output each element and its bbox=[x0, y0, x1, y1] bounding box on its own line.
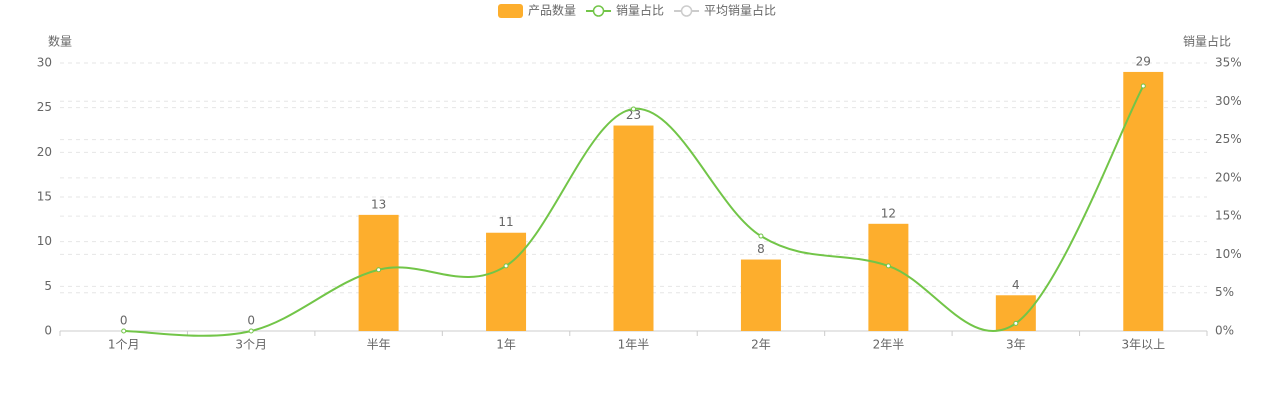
line-point bbox=[758, 233, 764, 239]
bar bbox=[358, 214, 399, 331]
line-point bbox=[121, 328, 127, 334]
bar-value-label: 0 bbox=[247, 314, 255, 328]
bar bbox=[1123, 71, 1164, 331]
legend-item[interactable]: 销量占比 bbox=[586, 3, 664, 18]
y2-tick-label: 5% bbox=[1215, 285, 1234, 299]
y2-tick-label: 10% bbox=[1215, 247, 1242, 261]
bar-value-label: 8 bbox=[757, 242, 765, 256]
x-tick-label: 2年半 bbox=[873, 338, 905, 352]
line-point bbox=[376, 267, 382, 273]
y2-tick-label: 35% bbox=[1215, 56, 1242, 70]
y-tick-label: 10 bbox=[37, 234, 52, 248]
x-tick-label: 1年半 bbox=[618, 338, 650, 352]
legend-item[interactable]: 平均销量占比 bbox=[674, 3, 776, 18]
bar bbox=[868, 223, 909, 331]
line-point bbox=[248, 328, 254, 334]
bar bbox=[486, 232, 527, 331]
legend-label: 销量占比 bbox=[616, 3, 664, 18]
legend-swatch bbox=[680, 5, 693, 17]
y2-axis-title: 销量占比 bbox=[1183, 34, 1231, 49]
x-tick-label: 半年 bbox=[367, 338, 391, 352]
x-tick-label: 1年 bbox=[496, 338, 516, 352]
y-axis-title: 数量 bbox=[48, 34, 72, 49]
legend-label: 产品数量 bbox=[528, 3, 576, 18]
x-tick-label: 3个月 bbox=[235, 338, 267, 352]
bar-value-label: 23 bbox=[626, 108, 641, 122]
y-tick-label: 25 bbox=[37, 100, 52, 114]
x-tick-label: 1个月 bbox=[108, 338, 140, 352]
y-tick-label: 0 bbox=[44, 324, 52, 338]
y-tick-label: 20 bbox=[37, 145, 52, 159]
bar-value-label: 0 bbox=[120, 314, 128, 328]
line-point bbox=[1140, 83, 1146, 89]
legend-swatch bbox=[498, 4, 523, 18]
x-tick-label: 3年 bbox=[1006, 338, 1026, 352]
line-point bbox=[1013, 320, 1019, 326]
x-tick-label: 2年 bbox=[751, 338, 771, 352]
line-point bbox=[885, 263, 891, 269]
bar-value-label: 12 bbox=[881, 206, 896, 220]
y-tick-label: 5 bbox=[44, 279, 52, 293]
bar-value-label: 11 bbox=[498, 215, 513, 229]
y2-tick-label: 15% bbox=[1215, 209, 1242, 223]
legend-item[interactable]: 产品数量 bbox=[498, 3, 576, 19]
y-tick-label: 15 bbox=[37, 190, 52, 204]
legend-swatch bbox=[592, 5, 605, 17]
y-tick-label: 30 bbox=[37, 56, 52, 70]
x-tick-label: 3年以上 bbox=[1121, 338, 1165, 352]
y2-tick-label: 0% bbox=[1215, 324, 1234, 338]
bar-value-label: 4 bbox=[1012, 278, 1020, 292]
legend-label: 平均销量占比 bbox=[704, 3, 776, 18]
y2-tick-label: 25% bbox=[1215, 132, 1242, 146]
line bbox=[123, 85, 1145, 337]
bar bbox=[740, 259, 781, 331]
y2-tick-label: 30% bbox=[1215, 94, 1242, 108]
bar-value-label: 13 bbox=[371, 197, 386, 211]
line-point bbox=[631, 106, 636, 112]
line-point bbox=[503, 263, 509, 269]
bar-value-label: 29 bbox=[1136, 54, 1151, 68]
y2-tick-label: 20% bbox=[1215, 170, 1242, 184]
bar bbox=[613, 125, 654, 332]
